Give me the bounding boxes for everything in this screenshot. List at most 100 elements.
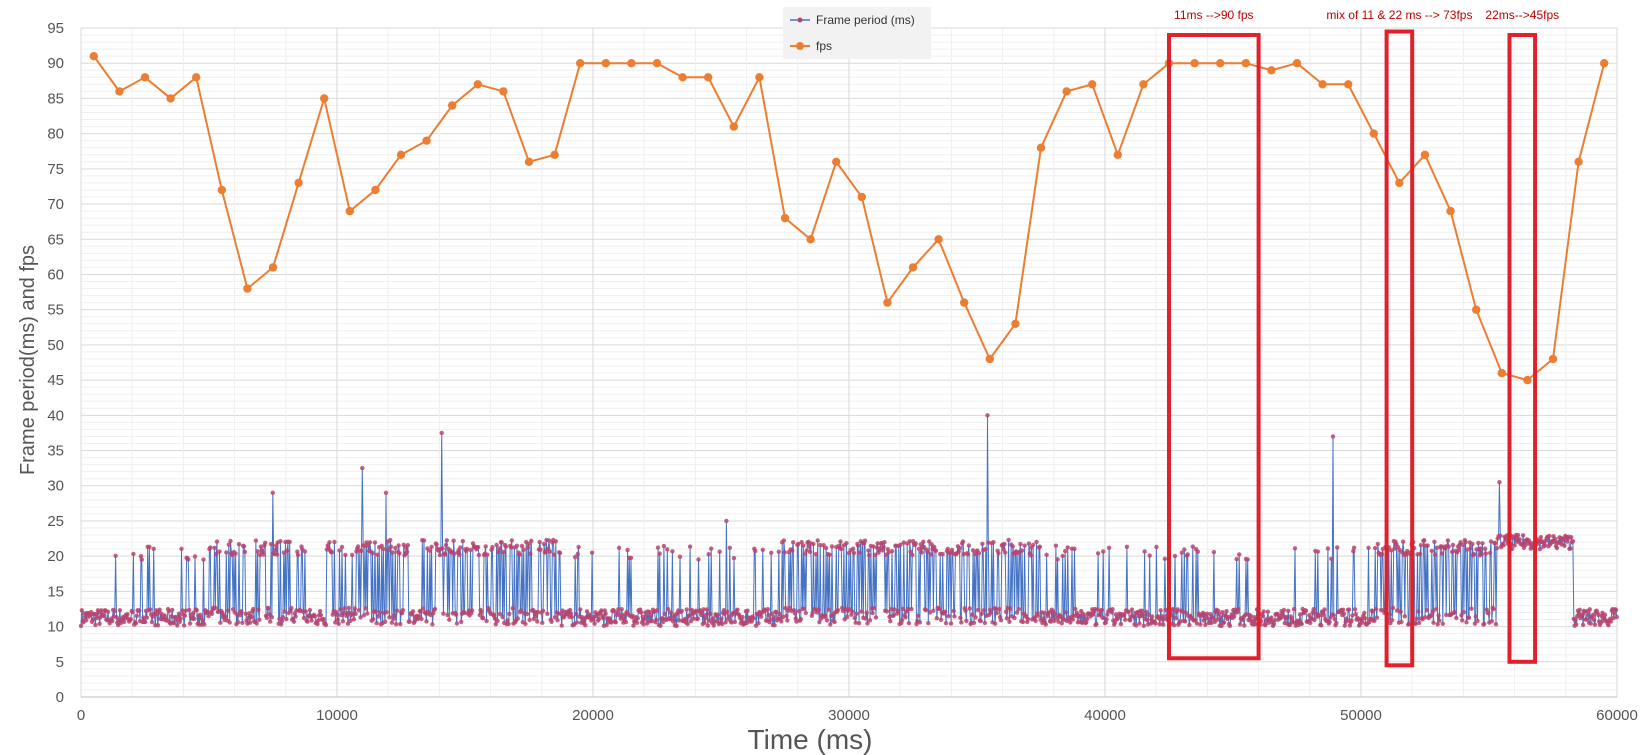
frame-period-point	[599, 608, 604, 613]
frame-period-point	[551, 552, 557, 557]
frame-period-point	[182, 613, 188, 618]
frame-period-point	[1303, 608, 1309, 613]
frame-period-point	[998, 618, 1004, 623]
frame-period-point	[503, 544, 509, 549]
frame-period-point	[316, 618, 321, 623]
frame-period-point	[625, 547, 630, 553]
frame-period-point	[239, 609, 244, 615]
frame-period-point	[745, 608, 750, 613]
frame-period-point	[1466, 615, 1472, 620]
frame-period-point	[1347, 623, 1353, 628]
frame-period-point	[1037, 544, 1043, 549]
frame-period-point	[895, 608, 901, 614]
frame-period-point	[440, 546, 445, 551]
frame-period-point	[130, 609, 135, 615]
x-axis-title: Time (ms)	[748, 724, 873, 755]
frame-period-point	[117, 608, 123, 613]
frame-period-point	[1611, 615, 1616, 621]
frame-period-point	[951, 608, 956, 614]
frame-period-point	[603, 611, 608, 616]
frame-period-point	[125, 612, 130, 617]
annotation-label-3: 22ms-->45fps	[1485, 8, 1559, 22]
y-tick-label: 10	[47, 619, 64, 636]
frame-period-point	[1179, 550, 1185, 555]
frame-period-point	[519, 543, 525, 549]
frame-period-point	[1512, 543, 1517, 548]
frame-period-point	[961, 551, 966, 557]
fps-point	[1446, 206, 1455, 216]
frame-period-point	[334, 612, 340, 617]
frame-period-point	[932, 544, 937, 549]
frame-period-point	[224, 550, 229, 555]
frame-period-point	[790, 548, 795, 553]
frame-period-point	[1482, 621, 1487, 627]
frame-period-point	[631, 623, 636, 628]
frame-period-point	[823, 613, 828, 618]
frame-period-point	[178, 616, 183, 621]
frame-period-point	[1538, 535, 1544, 540]
frame-period-point	[384, 610, 389, 615]
frame-period-point	[927, 610, 933, 615]
frame-period-point	[476, 552, 482, 558]
frame-period-point	[269, 615, 275, 620]
y-tick-label: 50	[47, 337, 64, 354]
frame-period-point	[273, 547, 278, 553]
frame-period-point	[404, 549, 410, 555]
frame-period-point	[576, 544, 581, 550]
frame-period-point	[1260, 614, 1266, 619]
frame-period-point	[518, 608, 524, 613]
frame-period-point	[777, 611, 782, 617]
frame-period-point	[634, 620, 640, 625]
frame-period-point	[899, 618, 905, 623]
fps-point	[652, 59, 662, 68]
fps-point	[985, 354, 994, 364]
frame-period-point	[774, 609, 779, 615]
frame-period-point	[676, 618, 682, 623]
frame-period-point	[242, 549, 248, 555]
frame-period-point	[867, 618, 873, 623]
frame-period-point	[1272, 618, 1277, 623]
frame-period-point	[568, 611, 574, 616]
frame-period-point	[946, 614, 951, 619]
frame-period-point	[1489, 619, 1495, 624]
frame-period-point	[359, 548, 364, 553]
fps-point	[268, 263, 278, 272]
frame-period-point	[573, 554, 578, 560]
frame-period-point	[701, 607, 706, 612]
frame-period-point	[302, 549, 308, 554]
frame-period-point	[1587, 607, 1593, 612]
frame-period-point	[1498, 533, 1503, 538]
fps-point	[934, 235, 943, 244]
frame-period-point	[1025, 616, 1031, 622]
frame-period-point	[641, 622, 646, 627]
frame-period-point	[382, 619, 388, 624]
y-tick-label: 20	[47, 548, 64, 565]
frame-period-point	[526, 541, 531, 546]
frame-period-point	[1487, 550, 1493, 556]
frame-period-point	[179, 546, 184, 551]
frame-period-point	[181, 623, 187, 628]
frame-period-point	[1299, 621, 1304, 627]
fps-point	[1472, 305, 1481, 314]
frame-period-point	[710, 616, 716, 621]
frame-period-point	[723, 620, 728, 625]
fps-point	[1497, 368, 1507, 378]
frame-period-point	[397, 551, 402, 556]
frame-period-point	[236, 542, 242, 547]
y-tick-label: 60	[47, 266, 64, 283]
frame-period-point	[303, 609, 308, 614]
frame-period-point	[823, 545, 829, 551]
frame-period-point	[1486, 610, 1491, 616]
frame-period-point	[1022, 543, 1027, 548]
frame-period-point	[711, 623, 716, 628]
frame-period-point	[815, 538, 820, 543]
fps-point	[960, 298, 969, 307]
frame-period-point	[907, 539, 912, 544]
frame-period-point	[1291, 620, 1296, 625]
fps-point	[1523, 375, 1532, 385]
frame-period-point	[99, 608, 104, 613]
frame-period-point	[1470, 541, 1475, 547]
frame-period-point	[708, 611, 713, 617]
annotation-label-1: 11ms -->90 fps	[1174, 8, 1253, 22]
fps-point	[1241, 59, 1251, 68]
